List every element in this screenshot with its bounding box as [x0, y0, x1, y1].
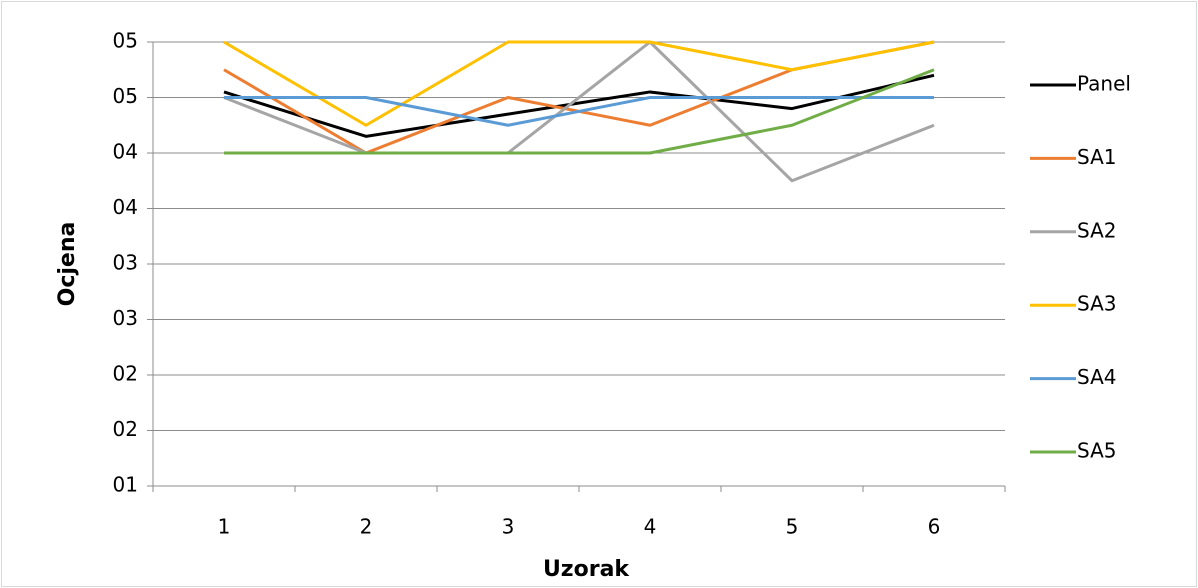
y-axis-label: Ocjena	[55, 222, 80, 307]
y-tick-label: 04	[113, 195, 138, 219]
x-tick-label: 3	[502, 515, 515, 539]
x-tick-label: 5	[786, 515, 799, 539]
legend-label: Panel	[1077, 72, 1131, 96]
x-tick-label: 4	[644, 515, 657, 539]
legend-label: SA3	[1077, 292, 1116, 316]
y-tick-label: 01	[113, 473, 138, 497]
data-line	[223, 40, 935, 183]
x-tick-label: 1	[218, 515, 231, 539]
y-tick-label: 05	[113, 29, 138, 53]
data-line	[223, 73, 935, 138]
legend-label: SA2	[1077, 218, 1116, 242]
y-tick-label: 02	[113, 362, 138, 386]
data-line	[224, 68, 935, 155]
legend-label: SA1	[1077, 145, 1116, 169]
data-line	[223, 40, 935, 127]
data-line	[224, 96, 934, 127]
x-tick-label: 2	[360, 515, 373, 539]
y-tick-label: 03	[113, 306, 138, 330]
x-tick-label: 6	[928, 515, 941, 539]
y-tick-label: 05	[113, 84, 138, 108]
y-tick-label: 02	[113, 417, 138, 441]
y-tick-label: 03	[113, 251, 138, 275]
legend-label: SA5	[1077, 439, 1116, 463]
legend-label: SA4	[1077, 365, 1116, 389]
y-tick-label: 04	[113, 140, 138, 164]
x-axis-label: Uzorak	[543, 557, 630, 582]
